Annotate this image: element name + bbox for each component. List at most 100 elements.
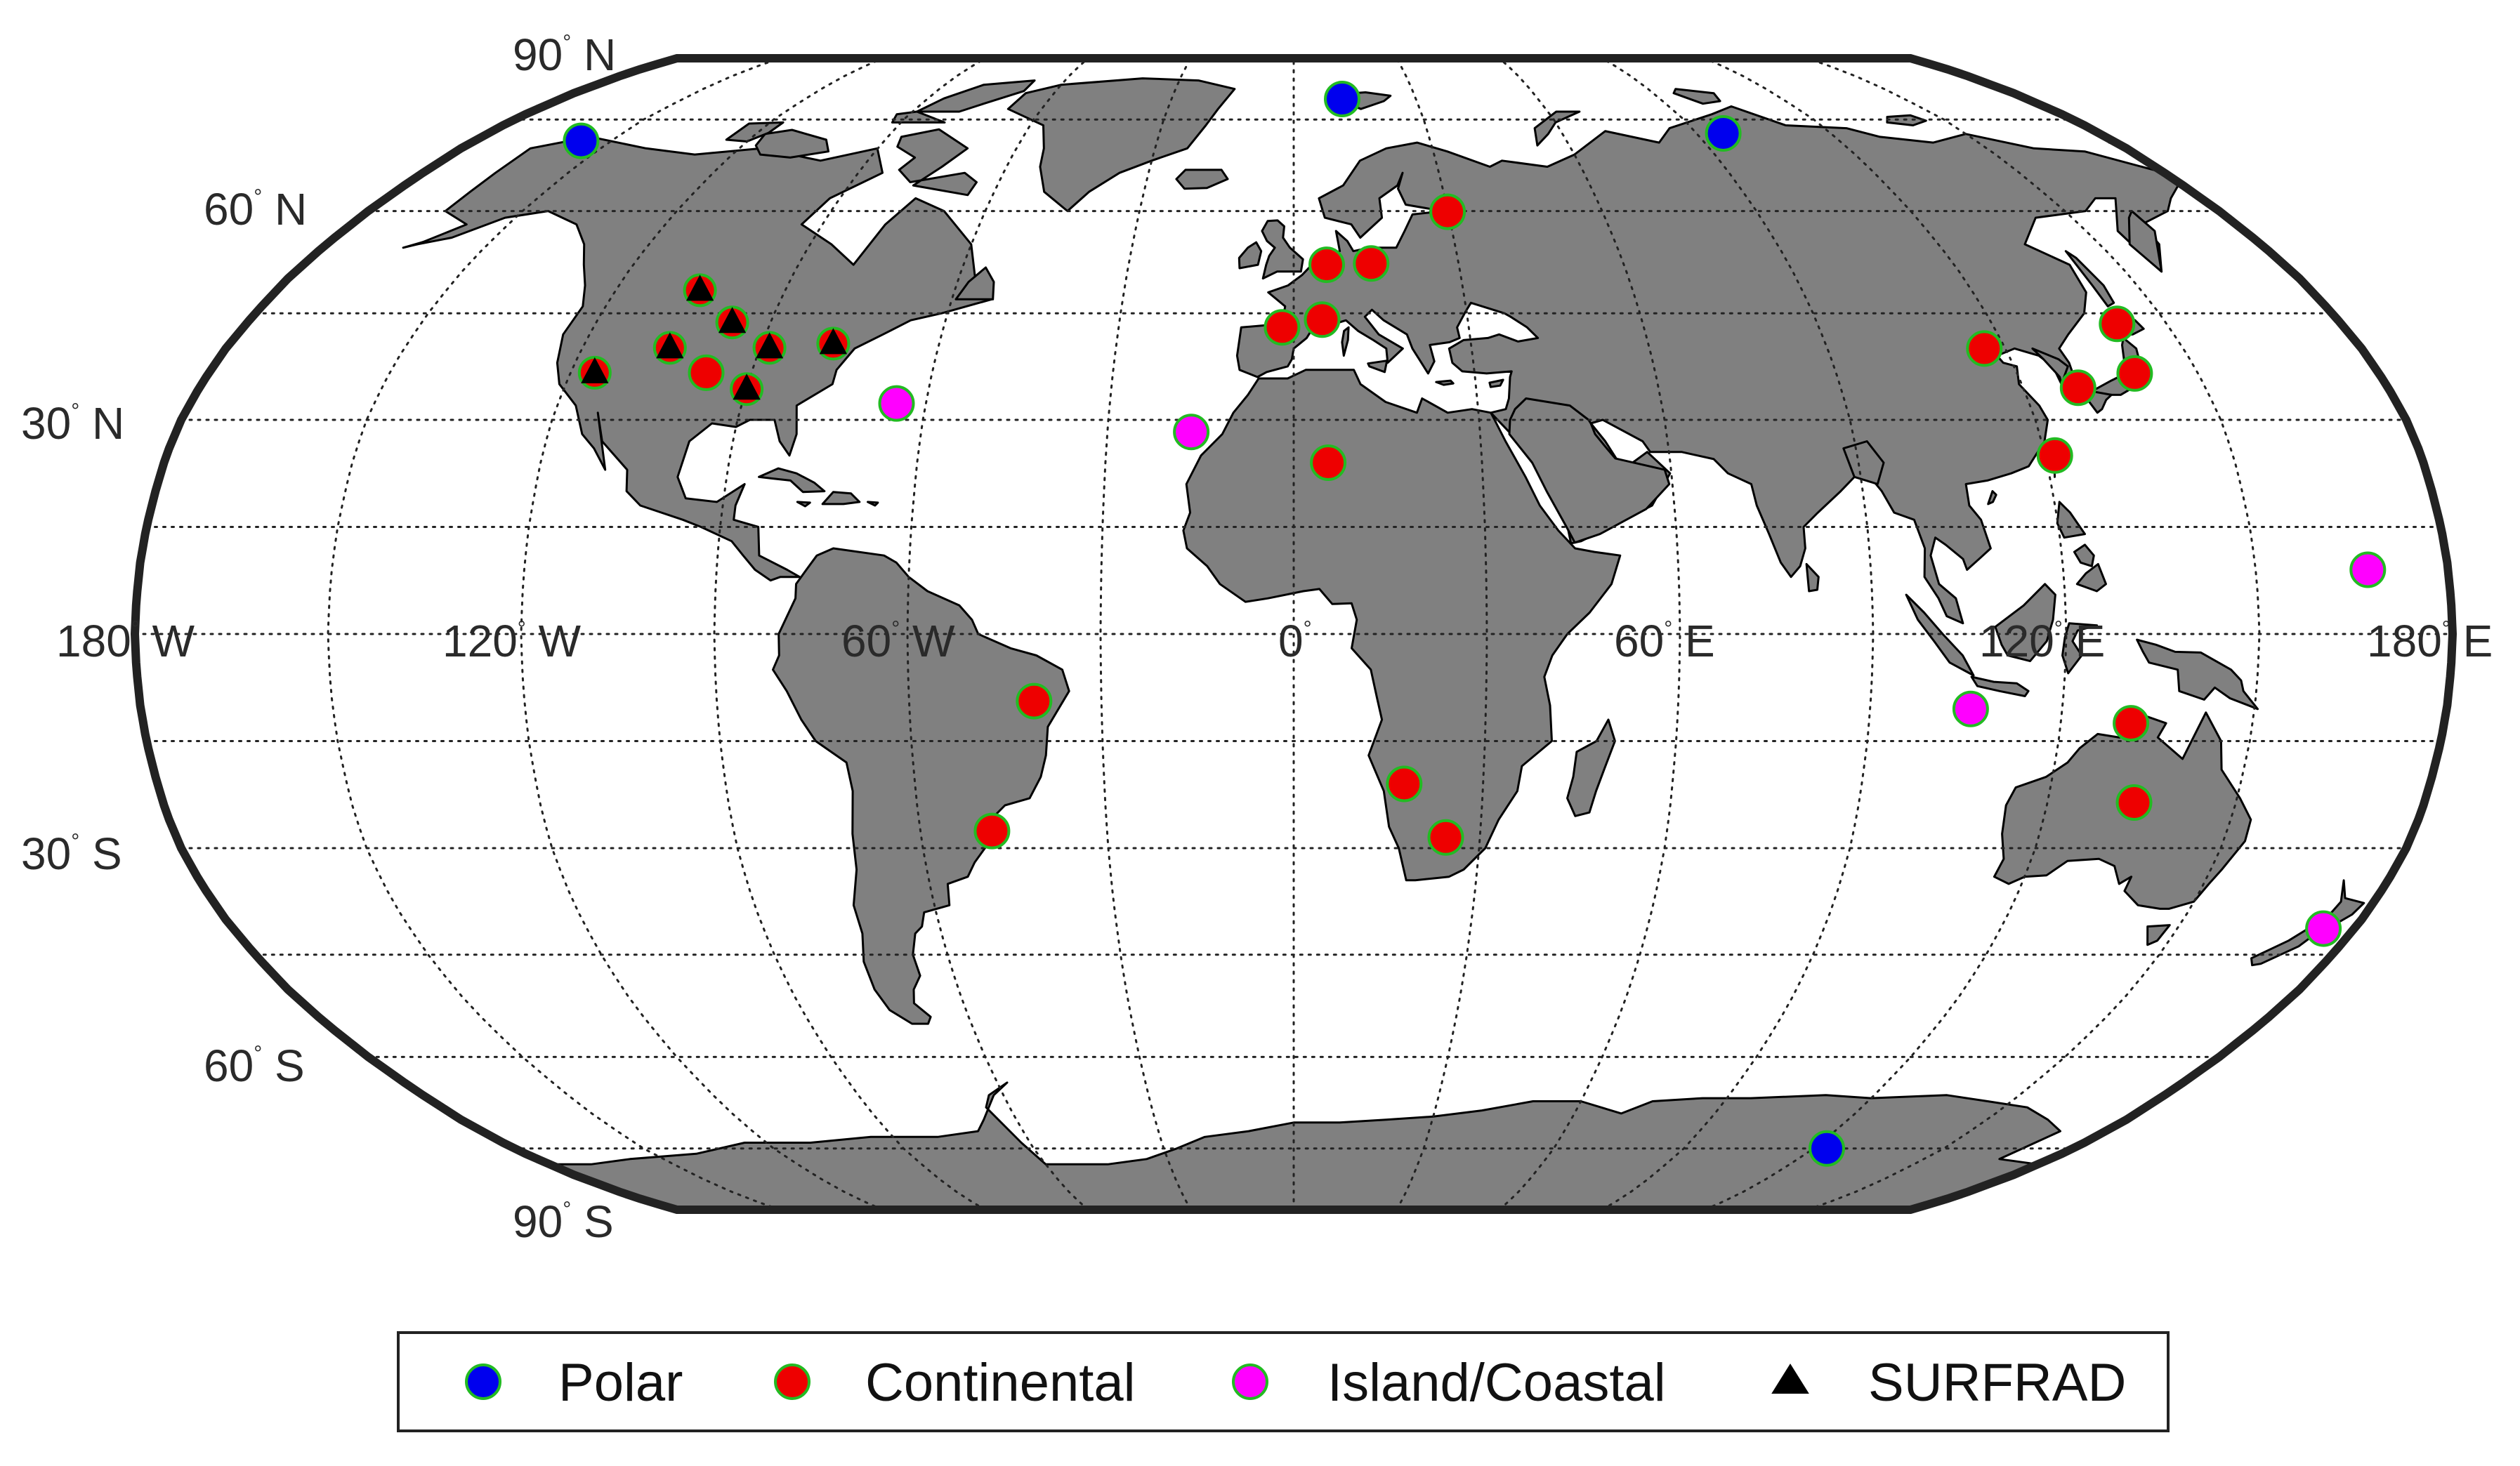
lon-label-120w: 120° W (442, 616, 582, 666)
station-marker-island-coastal (2305, 910, 2342, 947)
landmass-korea-fill (2031, 347, 2069, 385)
landmass-europe-asia (1182, 105, 2179, 882)
meridian-line (1601, 58, 1875, 1210)
station-marker-continental (1264, 309, 1301, 346)
landmass-sicily (1367, 359, 1389, 374)
lon-label-60e: 60° E (1614, 616, 1715, 666)
station-marker-continental (688, 354, 725, 391)
station-marker-polar (563, 122, 600, 159)
lat-label-90n: 90° N (513, 29, 616, 80)
lat-label-30n: 30° N (21, 398, 124, 449)
legend-continental-marker (774, 1363, 811, 1400)
lat-label-60n: 60° N (204, 184, 307, 235)
meridian-line (906, 58, 1089, 1210)
station-marker-polar (1324, 81, 1360, 117)
station-marker-continental (2099, 305, 2136, 343)
landmass-jamaica (796, 501, 811, 508)
landmass-greenland (1006, 77, 1236, 213)
station-marker-continental (973, 812, 1011, 850)
station-marker-continental (1304, 301, 1341, 338)
station-marker-continental (1429, 193, 1466, 230)
legend-surfrad-label: SURFRAD (1868, 1353, 2126, 1413)
landmass-novaya-zemlya (1533, 110, 1581, 147)
station-marker-island-coastal (1173, 414, 1210, 451)
station-marker-surfrad (685, 275, 714, 301)
station-marker-continental (2036, 437, 2073, 474)
latitude-labels: 90° N 60° N 30° N 30° S 60° S 90° S (21, 29, 616, 1247)
meridian-line (1703, 58, 2068, 1210)
station-marker-surfrad (581, 357, 609, 383)
legend-box (397, 1331, 2170, 1432)
landmass-cuba (758, 467, 826, 494)
station-marker-continental (2059, 369, 2096, 407)
land-masses (402, 77, 2365, 1210)
landmass-hispaniola (821, 491, 861, 506)
lat-label-60s: 60° S (204, 1041, 305, 1091)
landmass-puerto-rico (867, 501, 879, 507)
legend-island-coastal-marker (1232, 1363, 1268, 1400)
landmass-visayas (2073, 543, 2095, 567)
landmass-cyprus (1488, 378, 1504, 388)
landmass-ireland (1238, 241, 1263, 270)
landmass-borneo (1994, 583, 2056, 663)
station-markers (563, 81, 2387, 1167)
meridian-line (1498, 58, 1681, 1210)
station-marker-island-coastal (2349, 551, 2387, 588)
lat-label-90s: 90° S (513, 1196, 614, 1247)
lon-label-120e: 120° E (1979, 616, 2105, 666)
landmass-victoria-island (754, 128, 829, 159)
landmass-baffin-island (896, 128, 978, 197)
map-frame (130, 54, 2457, 1214)
landmass-new-guinea (2136, 638, 2259, 711)
meridian-line (520, 58, 884, 1210)
station-marker-island-coastal (1952, 690, 1989, 727)
station-marker-island-coastal (878, 385, 915, 422)
legend: Polar Continental Island/Coastal SURFRAD (397, 1331, 2170, 1432)
station-marker-continental (1427, 819, 1464, 856)
lat-label-30s: 30° S (21, 828, 122, 879)
station-marker-continental (2115, 784, 2153, 821)
landmass-tasmania (2146, 924, 2171, 946)
station-marker-continental (1966, 330, 2003, 367)
station-marker-continental (1353, 245, 1390, 282)
station-marker-surfrad (656, 332, 684, 359)
station-marker-surfrad (819, 328, 848, 355)
station-marker-surfrad (755, 332, 784, 359)
legend-surfrad-marker (1771, 1363, 1809, 1394)
landmass-mindanao (2075, 562, 2107, 593)
landmass-south-america (772, 547, 1070, 1025)
station-marker-continental (2113, 705, 2150, 742)
landmass-java (1970, 675, 2030, 697)
landmass-hainan (1987, 490, 1997, 506)
station-marker-continental (1308, 246, 1345, 284)
landmass-ellesmere-island (916, 79, 1036, 113)
landmass-devon-island (891, 110, 946, 124)
station-marker-polar (1809, 1130, 1845, 1167)
landmass-sulawesi (2061, 622, 2099, 675)
landmass-sakhalin (2064, 250, 2115, 308)
legend-island-coastal-label: Island/Coastal (1327, 1353, 1666, 1413)
graticule-grid (135, 58, 2453, 1210)
landmass-sardinia-corsica (1341, 326, 1350, 357)
landmass-alaska-peninsula-tip (402, 239, 428, 249)
station-marker-polar (1705, 115, 1742, 152)
landmass-antarctica (549, 1081, 2061, 1210)
station-marker-surfrad (718, 307, 747, 334)
landmass-madagascar (1566, 718, 1616, 817)
landmass-arabia-fill (1508, 397, 1671, 544)
landmass-newfoundland (954, 266, 995, 301)
meridian-line (1099, 58, 1193, 1210)
landmass-crete (1435, 379, 1455, 386)
station-marker-continental (1386, 765, 1423, 803)
lon-label-0: 0° (1278, 616, 1312, 666)
lon-label-180w: 180° W (56, 616, 195, 666)
legend-continental-label: Continental (865, 1353, 1136, 1413)
landmass-sri-lanka (1805, 562, 1820, 593)
meridian-line (327, 58, 781, 1210)
longitude-labels: 180° W 120° W 60° W 0° 60° E 120° E 180°… (56, 616, 2493, 666)
landmass-kamchatka-fill (2127, 210, 2163, 273)
landmass-iceland (1175, 169, 1229, 190)
lon-label-60w: 60° W (841, 616, 955, 666)
station-marker-surfrad (733, 374, 761, 400)
landmass-india-indochina-fill (1842, 440, 1885, 485)
